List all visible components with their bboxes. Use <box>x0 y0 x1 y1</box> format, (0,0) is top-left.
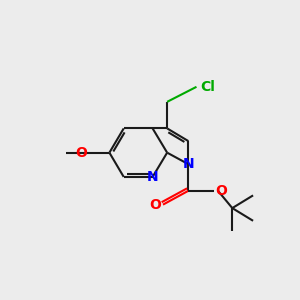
Text: Cl: Cl <box>201 80 215 94</box>
Text: N: N <box>147 170 158 184</box>
Text: N: N <box>183 157 194 171</box>
Text: O: O <box>75 146 87 160</box>
Text: O: O <box>149 198 161 212</box>
Text: O: O <box>216 184 227 198</box>
